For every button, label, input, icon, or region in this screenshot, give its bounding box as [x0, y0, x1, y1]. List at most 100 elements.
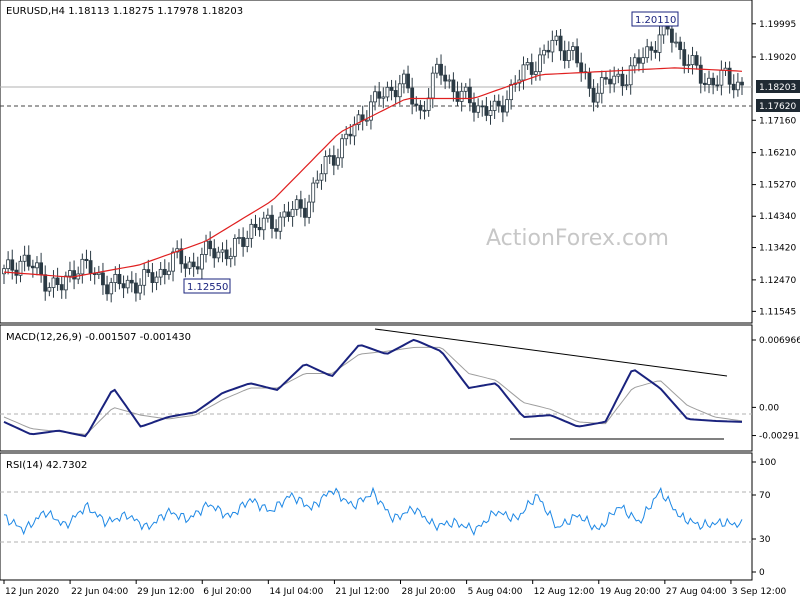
candle-body — [10, 259, 15, 271]
candle-body — [59, 284, 64, 291]
price-tick-label: 1.17160 — [759, 116, 796, 126]
candle-body — [348, 133, 353, 137]
candle-body — [204, 240, 208, 255]
candle-body — [542, 49, 547, 56]
candle-body — [80, 258, 85, 275]
candle-body — [43, 274, 48, 292]
x-axis: 12 Jun 2020 22 Jun 04:00 29 Jun 12:00 6 Jul… — [3, 580, 787, 597]
candle-body — [290, 208, 295, 217]
candle-body — [657, 34, 662, 53]
candle-body — [270, 214, 274, 229]
candle-body — [55, 277, 60, 285]
candle-body — [435, 63, 439, 74]
candle-body — [237, 237, 241, 239]
candle-body — [484, 106, 489, 116]
candle-body — [68, 270, 72, 277]
candle-body — [323, 156, 328, 175]
support-level-label: 1.17620 — [756, 99, 800, 112]
price-tick-label: 1.15270 — [759, 181, 796, 191]
candle-body — [117, 273, 122, 285]
candle-body — [179, 248, 184, 265]
candle-body — [682, 49, 687, 66]
candle-body — [719, 69, 724, 86]
candle-body — [96, 272, 101, 275]
rsi-axis: 100 70 30 0 — [752, 458, 776, 578]
candle-body — [711, 77, 716, 86]
candle-body — [35, 262, 39, 269]
rsi-panel-title: RSI(14) 42.7302 — [6, 460, 87, 471]
candle-body — [447, 79, 452, 82]
macd-panel-title: MACD(12,26,9) -0.001507 -0.001430 — [6, 332, 191, 343]
price-tick-label: 1.13420 — [759, 244, 796, 254]
candle-body — [410, 87, 415, 105]
candle-body — [538, 54, 542, 73]
candle-body — [158, 268, 163, 278]
current-price-text: 1.18203 — [759, 83, 796, 93]
candle-body — [562, 50, 567, 61]
candle-body — [735, 81, 740, 91]
candle-body — [492, 100, 497, 111]
candle-body — [443, 74, 448, 82]
candle-body — [637, 57, 641, 64]
price-candles — [2, 13, 744, 303]
candle-body — [418, 104, 423, 111]
candle-body — [26, 254, 31, 267]
macd-trendline-top — [374, 328, 728, 377]
candle-body — [208, 240, 213, 250]
candle-body — [105, 284, 109, 295]
candle-body — [632, 57, 637, 67]
candle-body — [566, 49, 571, 61]
candle-body — [476, 105, 481, 113]
x-tick-label: 28 Jul 20:00 — [402, 587, 456, 597]
candle-body — [529, 62, 534, 75]
candle-body — [694, 55, 699, 66]
candle-body — [344, 133, 349, 140]
candle-body — [125, 279, 130, 289]
candle-body — [690, 55, 695, 66]
candle-body — [575, 46, 579, 64]
candle-body — [393, 90, 398, 98]
candle-body — [84, 258, 89, 261]
candle-body — [6, 259, 11, 270]
price-tick-label: 1.16210 — [759, 149, 796, 159]
watermark: ActionForex.com — [486, 226, 669, 251]
candle-body — [678, 41, 683, 51]
candle-body — [373, 91, 377, 103]
candle-body — [282, 211, 287, 218]
x-tick-label: 14 Jul 04:00 — [269, 587, 323, 597]
candle-body — [18, 260, 23, 276]
candle-body — [150, 272, 155, 284]
candle-body — [509, 83, 514, 101]
candle-body — [113, 273, 118, 283]
candle-body — [307, 201, 311, 218]
candle-body — [369, 101, 373, 121]
candle-body — [360, 114, 365, 121]
candle-body — [171, 251, 175, 272]
candle-body — [257, 227, 262, 231]
candle-body — [500, 105, 505, 113]
candle-body — [303, 207, 307, 218]
candle-body — [587, 72, 592, 89]
candle-body — [253, 223, 258, 228]
candle-body — [439, 63, 443, 76]
macd-signal-line — [3, 346, 743, 435]
candle-body — [352, 124, 357, 137]
candle-body — [670, 28, 674, 43]
candle-body — [187, 261, 192, 269]
candle-body — [183, 263, 188, 269]
candle-body — [385, 86, 390, 98]
candle-body — [715, 84, 720, 87]
x-tick-label: 27 Aug 04:00 — [666, 587, 727, 597]
x-tick-label: 6 Jul 20:00 — [203, 587, 252, 597]
candle-body — [641, 57, 645, 64]
macd-line — [3, 338, 743, 438]
candle-body — [533, 71, 538, 75]
price-tick-label: 1.19995 — [759, 20, 796, 30]
candle-body — [674, 41, 678, 44]
candle-body — [319, 173, 324, 181]
rsi-tick-label: 0 — [759, 568, 765, 578]
rsi-tick-label: 30 — [759, 535, 771, 545]
candle-body — [195, 266, 200, 270]
